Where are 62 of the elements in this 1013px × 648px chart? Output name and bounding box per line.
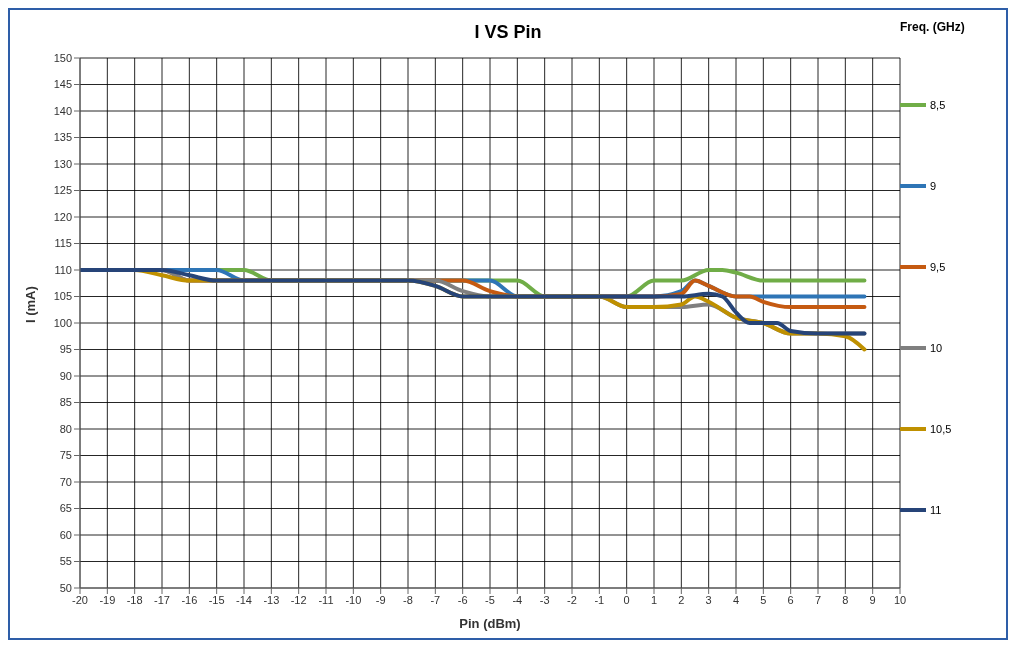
legend-label: 10 [930,341,943,354]
y-tick-label: 90 [59,369,72,382]
y-tick-label: 75 [59,449,72,462]
x-tick-label: -17 [154,593,170,606]
legend-label: 10,5 [930,422,952,435]
y-tick-label: 145 [53,78,72,91]
y-tick-label: 50 [59,581,72,594]
x-tick-label: -2 [567,593,577,606]
y-tick-label: 115 [54,237,72,250]
x-tick-label: -20 [72,593,88,606]
x-tick-label: 7 [814,593,822,606]
y-tick-label: 130 [53,157,72,170]
legend-label: 9 [930,179,937,192]
legend-label: 8,5 [930,98,946,111]
x-axis-title: Pin (dBm) [459,616,521,631]
x-tick-label: 6 [787,593,794,606]
y-tick-label: 95 [59,343,72,356]
y-axis-title: I (mA) [22,286,38,323]
x-tick-label: -3 [539,593,550,606]
x-tick-label: 3 [705,593,712,606]
legend-label: 9,5 [930,260,946,273]
x-tick-label: -16 [181,593,198,606]
x-tick-label: 2 [678,593,685,606]
y-tick-label: 125 [53,184,72,197]
y-tick-label: 55 [59,555,72,568]
x-tick-label: 0 [623,593,630,606]
legend-label: 11 [930,503,942,516]
x-tick-label: 4 [732,593,740,606]
x-tick-label: -6 [457,593,468,606]
x-tick-label: 1 [650,593,658,606]
x-tick-label: -4 [512,593,523,606]
y-tick-label: 70 [59,475,72,488]
x-tick-label: 5 [760,593,767,606]
x-tick-label: -15 [208,593,225,606]
x-tick-label: 10 [893,593,907,606]
y-tick-label: 120 [53,210,72,223]
y-tick-label: 60 [59,528,72,541]
y-tick-label: 100 [53,316,72,329]
x-tick-label: -18 [126,593,143,606]
y-tick-label: 80 [59,422,72,435]
chart-title: I VS Pin [474,22,542,42]
x-tick-label: 9 [869,593,876,606]
x-tick-label: -11 [318,593,334,606]
x-tick-label: -13 [263,593,280,606]
y-tick-label: 110 [54,263,72,276]
x-tick-label: -7 [430,593,441,606]
x-tick-label: -1 [594,593,605,606]
x-tick-label: -5 [485,593,495,606]
x-tick-label: -19 [99,593,116,606]
y-tick-label: 105 [53,290,72,303]
y-tick-label: 85 [59,396,72,409]
y-tick-label: 65 [59,502,72,515]
x-tick-label: 8 [842,593,849,606]
legend-title: Freq. (GHz) [900,20,966,34]
y-tick-label: 140 [53,104,72,117]
x-tick-label: -14 [236,593,252,606]
x-tick-label: -8 [403,593,413,606]
x-tick-label: -12 [290,593,307,606]
y-tick-label: 135 [53,131,72,144]
y-tick-label: 150 [53,51,72,64]
x-tick-label: -9 [375,593,386,606]
x-tick-label: -10 [345,593,362,606]
